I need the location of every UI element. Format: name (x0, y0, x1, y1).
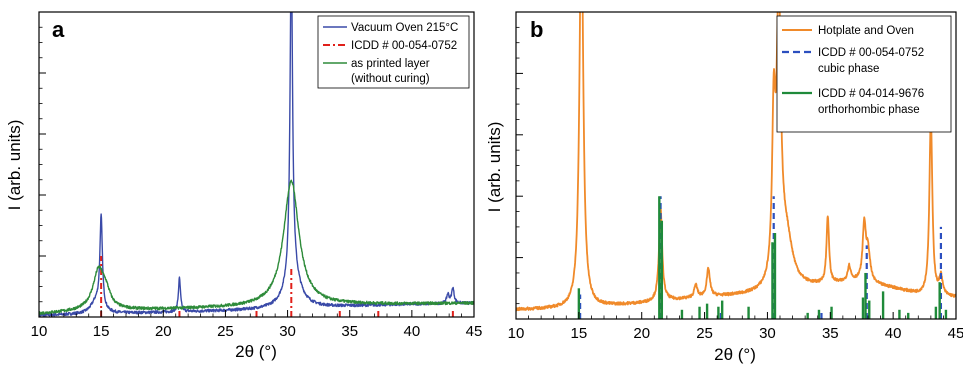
panel-a-curves (39, 12, 474, 317)
panel-b-series-2-sticks (577, 196, 948, 319)
panel-a-ylabel: I (arb. units) (5, 120, 24, 211)
legend-label-vacuum-oven: Vacuum Oven 215°C (351, 22, 458, 34)
legend-label-ortho-phase: orthorhombic phase (818, 104, 920, 116)
panel-b-xlabel: 2θ (°) (714, 345, 756, 364)
panel-a-xtick-label-45: 45 (466, 323, 483, 340)
panel-a-series-2-curve (39, 179, 474, 316)
panel-a-xtick-label-30: 30 (279, 323, 296, 340)
legend-label-icdd-a: ICDD # 00-054-0752 (351, 40, 457, 52)
panel-b-series-1-sticks (579, 196, 943, 319)
panel-b-series-group (516, 12, 956, 319)
panel-a-xtick-label-10: 10 (31, 323, 48, 340)
panel-a-axes: 10 15 20 25 30 35 40 45 (31, 26, 483, 340)
panel-b-xtick-label-20: 20 (633, 325, 650, 342)
legend-label-without-curing: (without curing) (351, 73, 430, 85)
panel-b-legend-box (776, 15, 952, 133)
panel-b-ylabel: I (arb. units) (485, 122, 504, 213)
panel-a-legend-box (317, 15, 470, 89)
panel-b-xtick-label-25: 25 (696, 325, 713, 342)
panel-a-xtick-label-40: 40 (404, 323, 421, 340)
panel-b-xtick-label-45: 45 (948, 325, 963, 342)
panel-b-xtick-label-10: 10 (508, 325, 525, 342)
panel-a-series-1-sticks (100, 256, 454, 317)
panel-b-curves (516, 12, 956, 319)
panel-a-xtick-label-25: 25 (217, 323, 234, 340)
legend-label-icdd-cubic: ICDD # 00-054-0752 (818, 47, 924, 59)
panel-a-chart: 10 15 20 25 30 35 40 45 a I (arb. units) 2θ (°)… (5, 11, 483, 361)
panel-b-legend: Hotplate and Oven ICDD # 00-054-0752 cub… (776, 15, 952, 133)
panel-b-xtick-label-30: 30 (759, 325, 776, 342)
legend-label-icdd-ortho: ICDD # 04-014-9676 (818, 88, 924, 100)
panel-a-series-group (39, 12, 474, 317)
panel-b-axes: 10 15 20 25 30 35 40 45 (508, 26, 963, 342)
panel-a-letter: a (52, 17, 65, 42)
panel-a-xlabel: 2θ (°) (235, 342, 277, 361)
panel-b-xtick-label-15: 15 (571, 325, 588, 342)
legend-label-cubic-phase: cubic phase (818, 63, 879, 75)
panel-b-xtick-label-35: 35 (822, 325, 839, 342)
legend-label-hotplate-oven: Hotplate and Oven (818, 25, 914, 37)
panel-b-chart: 10 15 20 25 30 35 40 45 b I (arb. units) 2θ (°)… (485, 11, 963, 364)
panel-b-series-0-curve (516, 12, 956, 312)
panel-b-xtick-label-40: 40 (885, 325, 902, 342)
panel-a-xtick-label-15: 15 (93, 323, 110, 340)
panel-a-xtick-label-20: 20 (155, 323, 172, 340)
panel-a-legend: Vacuum Oven 215°C ICDD # 00-054-0752 as … (317, 15, 470, 89)
panel-b-letter: b (530, 17, 543, 42)
panel-a-xtick-label-35: 35 (341, 323, 358, 340)
legend-label-as-printed: as printed layer (351, 58, 430, 70)
